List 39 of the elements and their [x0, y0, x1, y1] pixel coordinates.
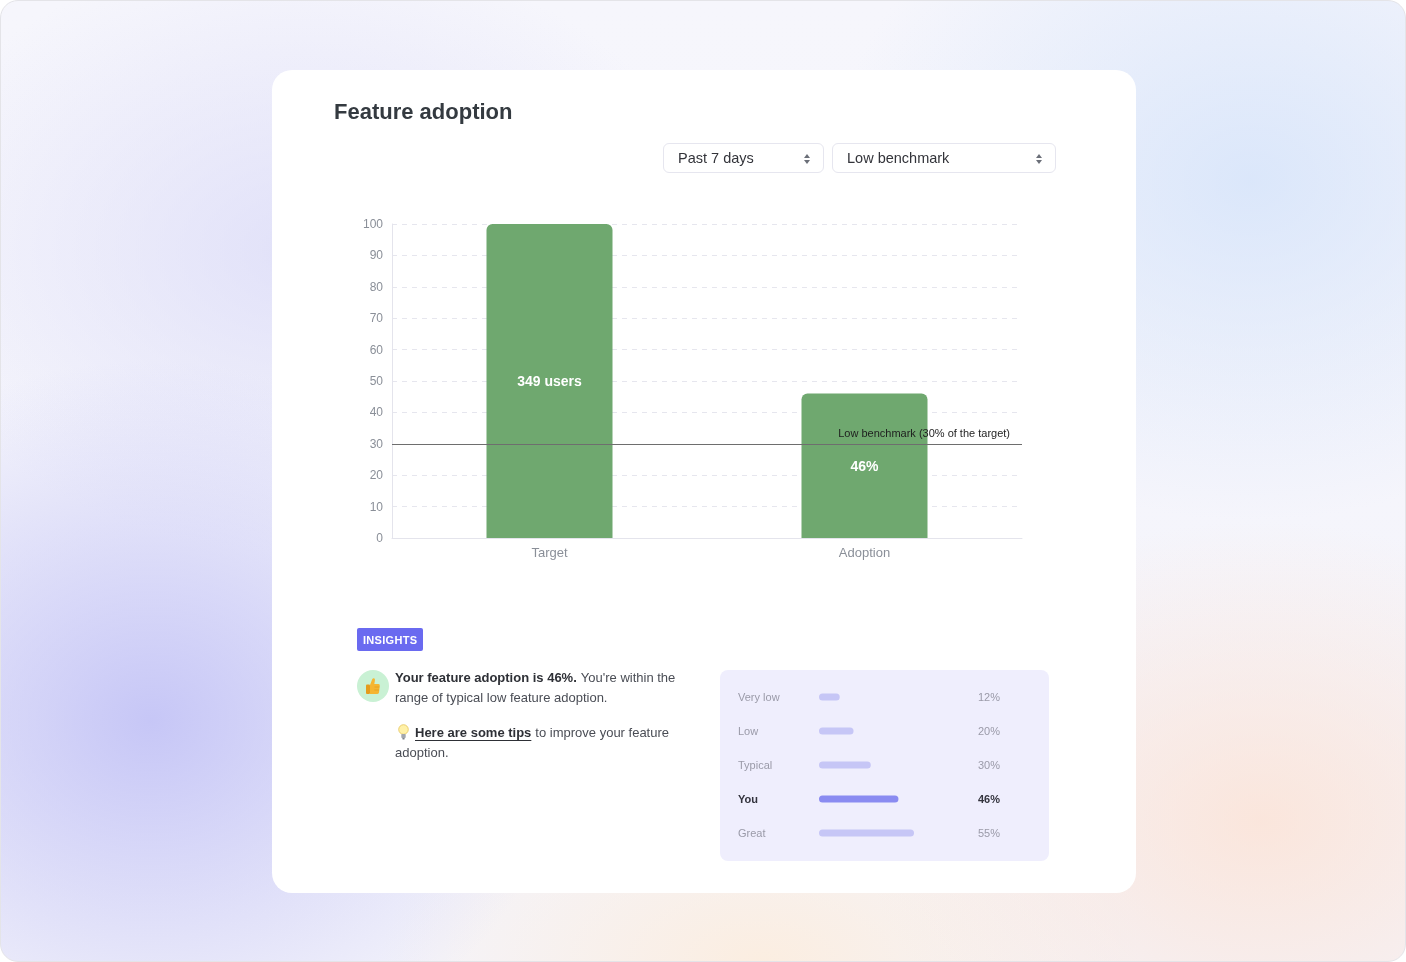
text: to improve your feature [535, 724, 670, 742]
x-tick-label: Adoption [838, 545, 891, 560]
y-tick-label: Very low [738, 691, 780, 703]
y-tick-label: Low [738, 725, 759, 737]
bar [819, 761, 871, 769]
dropdown-field: Past 7 days [663, 143, 824, 173]
y-tick-label: 0 [376, 531, 384, 545]
text: Here are some tips [415, 724, 532, 742]
x-tick-label: Target [531, 545, 568, 560]
y-tick-label: 40 [369, 405, 384, 420]
y-tick-label: 70 [369, 311, 384, 326]
data-label: 46% [850, 457, 880, 474]
y-tick-label: Typical [738, 759, 773, 771]
y-tick-label: 90 [369, 248, 384, 263]
text: range of typical low feature adoption. [395, 689, 608, 707]
y-tick-label: 50 [369, 374, 384, 388]
text: adoption. [395, 744, 449, 762]
data-label: 55% [978, 827, 1001, 839]
y-tick-label: 10 [369, 499, 384, 514]
bar [819, 795, 899, 803]
text: You're within the [580, 669, 676, 687]
y-tick-label: Great [738, 827, 766, 839]
data-label: 30% [978, 759, 1001, 771]
y-tick-label: 30 [369, 436, 384, 451]
bar [819, 829, 914, 837]
chart-title: Feature adoption [334, 99, 513, 125]
y-tick-label: 20 [369, 468, 384, 483]
y-tick-label: 100 [362, 217, 384, 231]
data-label: 46% [978, 793, 1001, 805]
bar [819, 727, 854, 735]
data-label: 12% [978, 691, 1001, 703]
y-tick-label: 60 [369, 342, 384, 357]
text: Your feature adoption is 46%. [395, 669, 577, 687]
data-label: 20% [978, 725, 1001, 737]
annotation: 349 users [517, 373, 583, 389]
y-tick-label: 80 [369, 279, 384, 294]
dropdown-field: Low benchmark [832, 143, 1056, 173]
text: INSIGHTS [363, 633, 418, 646]
y-tick-label: You [738, 793, 758, 805]
